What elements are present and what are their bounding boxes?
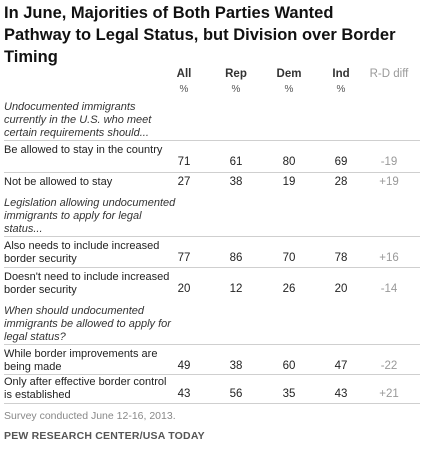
source-credit: PEW RESEARCH CENTER/USA TODAY [4, 430, 205, 442]
cell-all: 43 [177, 388, 191, 400]
cell-all: 71 [177, 156, 191, 168]
cell-rep: 12 [229, 283, 243, 295]
cell-dem: 60 [282, 360, 296, 372]
column-header-all: All [176, 68, 192, 80]
cell-dem: 70 [282, 252, 296, 264]
cell-ind: 20 [334, 283, 348, 295]
cell-ind: 43 [334, 388, 348, 400]
divider [4, 267, 420, 268]
cell-dem: 26 [282, 283, 296, 295]
cell-rep: 38 [229, 176, 243, 188]
divider [4, 374, 420, 375]
cell-ind: 28 [334, 176, 348, 188]
cell-rd-diff: -22 [380, 360, 398, 372]
divider [4, 403, 420, 404]
cell-dem: 19 [282, 176, 296, 188]
cell-all: 49 [177, 360, 191, 372]
column-header-ind: Ind [332, 68, 350, 80]
unit-rep: % [231, 84, 241, 95]
question-1: Undocumented immigrants currently in the… [4, 101, 152, 139]
cell-rep: 61 [229, 156, 243, 168]
row-label: Only after effective border control is e… [4, 376, 167, 401]
divider [4, 140, 420, 141]
unit-all: % [179, 84, 189, 95]
cell-ind: 69 [334, 156, 348, 168]
unit-dem: % [284, 84, 294, 95]
column-header-rd-diff: R-D diff [369, 68, 409, 80]
row-label: While border improvements are being made [4, 348, 158, 373]
divider [4, 344, 420, 345]
cell-rd-diff: +19 [379, 176, 399, 188]
row-label: Also needs to include increased border s… [4, 240, 160, 265]
question-2: Legislation allowing undocumented immigr… [4, 197, 176, 235]
cell-rd-diff: -14 [380, 283, 398, 295]
cell-all: 77 [177, 252, 191, 264]
question-3: When should undocumented immigrants be a… [4, 305, 171, 343]
cell-rd-diff: +16 [379, 252, 399, 264]
cell-rd-diff: -19 [380, 156, 398, 168]
cell-rep: 86 [229, 252, 243, 264]
cell-ind: 47 [334, 360, 348, 372]
cell-dem: 80 [282, 156, 296, 168]
column-header-dem: Dem [276, 68, 302, 80]
column-header-rep: Rep [225, 68, 247, 80]
row-label: Doesn't need to include increased border… [4, 271, 170, 296]
cell-ind: 78 [334, 252, 348, 264]
survey-note: Survey conducted June 12-16, 2013. [4, 410, 176, 422]
row-label: Not be allowed to stay [4, 176, 113, 188]
chart-title: In June, Majorities of Both Parties Want… [4, 4, 396, 66]
cell-dem: 35 [282, 388, 296, 400]
cell-all: 20 [177, 283, 191, 295]
cell-all: 27 [177, 176, 191, 188]
divider [4, 236, 420, 237]
cell-rep: 56 [229, 388, 243, 400]
cell-rd-diff: +21 [379, 388, 399, 400]
divider [4, 172, 420, 173]
row-label: Be allowed to stay in the country [4, 144, 163, 156]
cell-rep: 38 [229, 360, 243, 372]
unit-ind: % [336, 84, 346, 95]
